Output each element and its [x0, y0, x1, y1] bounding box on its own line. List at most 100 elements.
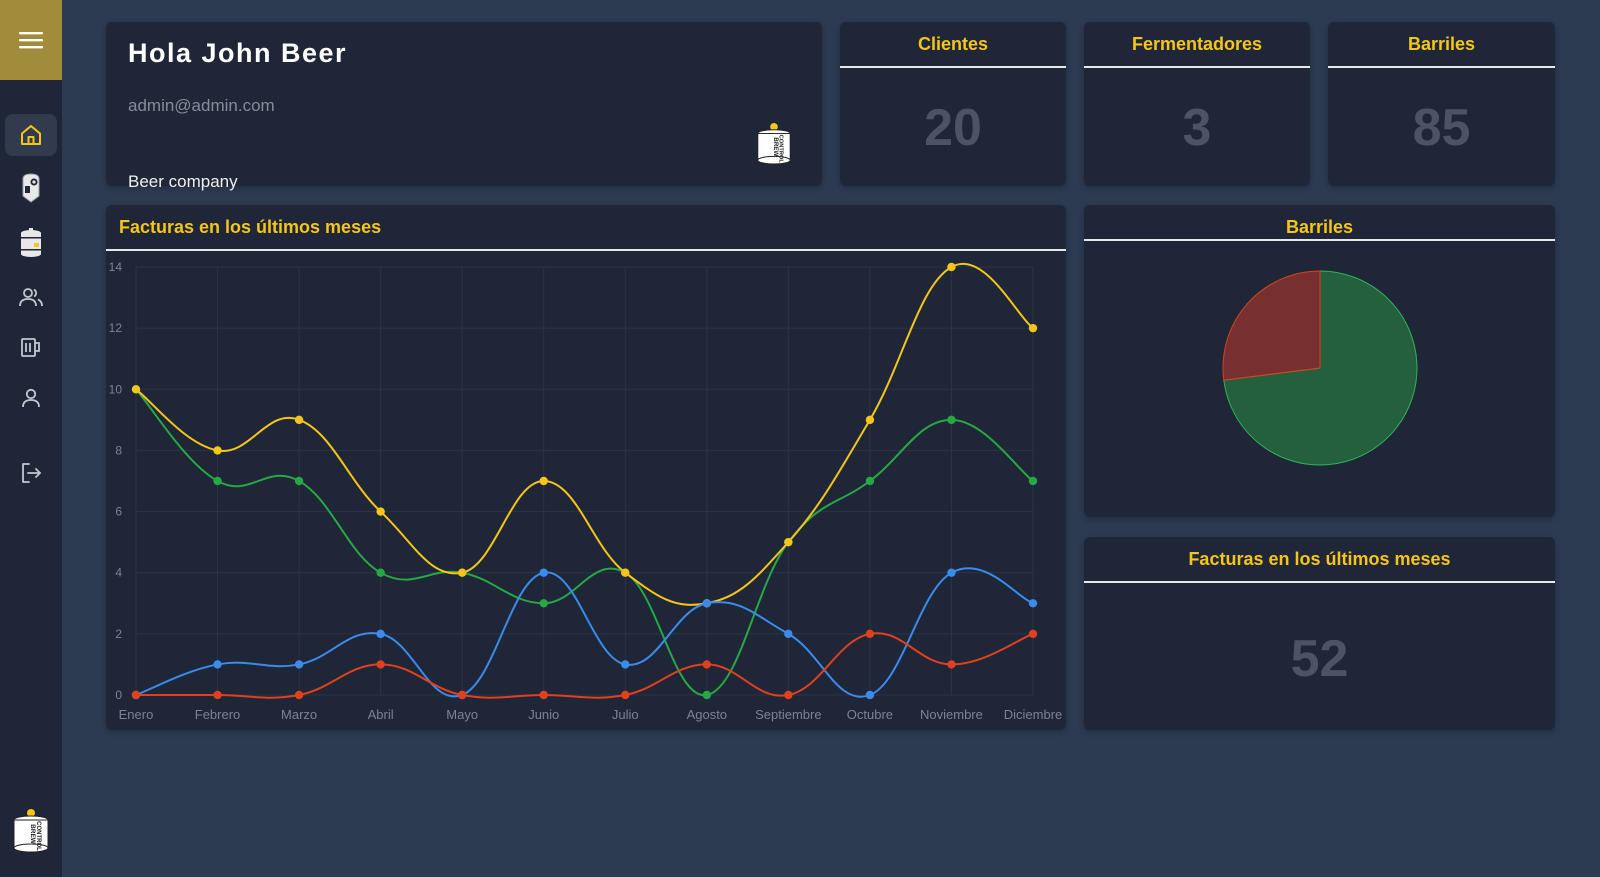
svg-text:CONTROL: CONTROL [35, 821, 41, 851]
data-point-blue[interactable] [213, 660, 222, 669]
barrel-icon [21, 228, 41, 257]
data-point-green[interactable] [213, 476, 222, 486]
welcome-email: admin@admin.com [128, 96, 275, 115]
series-line-red [136, 632, 1034, 699]
data-point-yellow[interactable] [131, 385, 141, 394]
data-point-blue[interactable] [784, 629, 793, 639]
series-line-green [135, 388, 1034, 697]
data-point-red[interactable] [213, 690, 222, 700]
barrels-pie-card: Barriles [1084, 205, 1555, 517]
stat-label-barriles: Barriles [1328, 22, 1555, 68]
series-line-blue [135, 567, 1034, 698]
users-icon [19, 288, 43, 307]
fermenter-icon [22, 173, 40, 203]
svg-text:BREW: BREW [29, 824, 36, 845]
data-point-green[interactable] [539, 599, 548, 608]
data-point-red[interactable] [1028, 629, 1038, 639]
brew-control-logo: BREW CONTROL [754, 122, 794, 166]
pie-slice-red[interactable] [1222, 270, 1321, 381]
sidebar-item-fermentadores[interactable] [5, 167, 57, 209]
x-tick-label: Mayo [446, 707, 478, 722]
sidebar-item-logout[interactable] [5, 452, 57, 494]
data-point-green[interactable] [865, 476, 875, 486]
keg-logo-icon: BREW CONTROL [757, 123, 791, 165]
data-point-blue[interactable] [947, 568, 956, 577]
data-point-blue[interactable] [376, 629, 385, 639]
data-point-red[interactable] [702, 660, 712, 669]
y-tick-label: 4 [115, 566, 122, 580]
svg-text:BREW: BREW [772, 137, 779, 156]
y-tick-label: 14 [109, 260, 123, 274]
menu-button[interactable] [0, 0, 62, 80]
data-point-yellow[interactable] [376, 507, 385, 516]
y-tick-label: 8 [115, 443, 122, 457]
data-point-red[interactable] [621, 690, 630, 700]
stat-value-fermentadores: 3 [1182, 99, 1212, 157]
stat-card-facturas: Facturas en los últimos meses 52 [1084, 537, 1555, 730]
hamburger-icon [19, 32, 43, 49]
y-tick-label: 6 [115, 505, 122, 519]
data-point-yellow[interactable] [457, 568, 467, 577]
data-point-yellow[interactable] [784, 537, 793, 547]
barrels-pie-title: Barriles [1084, 205, 1555, 241]
data-point-blue[interactable] [294, 660, 304, 669]
sidebar-item-barriles[interactable] [5, 222, 57, 264]
data-point-yellow[interactable] [865, 415, 875, 425]
x-tick-label: Julio [612, 707, 639, 722]
data-point-red[interactable] [376, 660, 385, 669]
stat-card-fermentadores: Fermentadores 3 [1084, 22, 1310, 186]
welcome-company: Beer company [128, 172, 238, 191]
invoices-line-chart: 0 2 4 6 8 10 12 14 Enero Febrero Marzo Abril Mayo Jun… [109, 260, 1063, 722]
keg-logo-icon: BREW CONTROL [13, 809, 49, 853]
data-point-red[interactable] [294, 690, 304, 700]
sidebar-item-cervezas[interactable] [5, 326, 57, 368]
data-point-red[interactable] [539, 690, 548, 700]
data-point-yellow[interactable] [621, 568, 630, 577]
stat-card-clientes: Clientes 20 [840, 22, 1066, 186]
data-point-red[interactable] [784, 690, 793, 700]
x-tick-label: Septiembre [755, 707, 821, 722]
data-point-green[interactable] [294, 476, 304, 486]
x-tick-label: Marzo [281, 707, 317, 722]
sidebar: BREW CONTROL [0, 0, 62, 877]
data-point-blue[interactable] [621, 660, 630, 669]
data-point-red[interactable] [865, 629, 875, 639]
sidebar-item-home[interactable] [5, 114, 57, 156]
y-tick-label: 12 [109, 321, 123, 335]
data-point-green[interactable] [376, 568, 385, 577]
stat-value-barriles: 85 [1412, 99, 1471, 157]
x-tick-label: Febrero [195, 707, 241, 722]
data-point-red[interactable] [947, 660, 956, 669]
sidebar-item-clientes[interactable] [5, 276, 57, 318]
data-point-green[interactable] [1028, 476, 1038, 486]
x-tick-label: Diciembre [1004, 707, 1063, 722]
stat-value-facturas: 52 [1290, 630, 1349, 688]
invoices-chart-title: Facturas en los últimos meses [106, 205, 1066, 251]
stat-label-facturas: Facturas en los últimos meses [1084, 537, 1555, 583]
data-point-red[interactable] [131, 690, 141, 700]
data-point-blue[interactable] [865, 690, 875, 700]
x-tick-label: Junio [528, 707, 559, 722]
y-tick-label: 0 [115, 688, 122, 702]
data-point-yellow[interactable] [539, 476, 548, 486]
data-point-yellow[interactable] [213, 446, 222, 455]
x-tick-label: Enero [119, 707, 154, 722]
data-point-blue[interactable] [539, 568, 548, 577]
data-point-yellow[interactable] [947, 262, 956, 272]
stat-card-barriles: Barriles 85 [1328, 22, 1555, 186]
data-point-red[interactable] [457, 690, 467, 700]
data-point-green[interactable] [702, 690, 712, 700]
data-point-blue[interactable] [1028, 599, 1038, 608]
sidebar-item-perfil[interactable] [5, 377, 57, 419]
invoices-chart-card: Facturas en los últimos meses 0 2 4 6 8 10 12 1… [106, 205, 1066, 730]
x-tick-label: Abril [368, 707, 394, 722]
logout-icon [22, 463, 41, 483]
data-point-green[interactable] [947, 415, 956, 425]
brew-control-logo: BREW CONTROL [10, 808, 52, 854]
data-point-yellow[interactable] [294, 415, 304, 425]
x-tick-label: Octubre [847, 707, 893, 722]
x-tick-label: Agosto [687, 707, 727, 722]
data-point-blue[interactable] [702, 599, 712, 608]
stat-value-clientes: 20 [924, 99, 982, 157]
data-point-yellow[interactable] [1028, 323, 1038, 333]
